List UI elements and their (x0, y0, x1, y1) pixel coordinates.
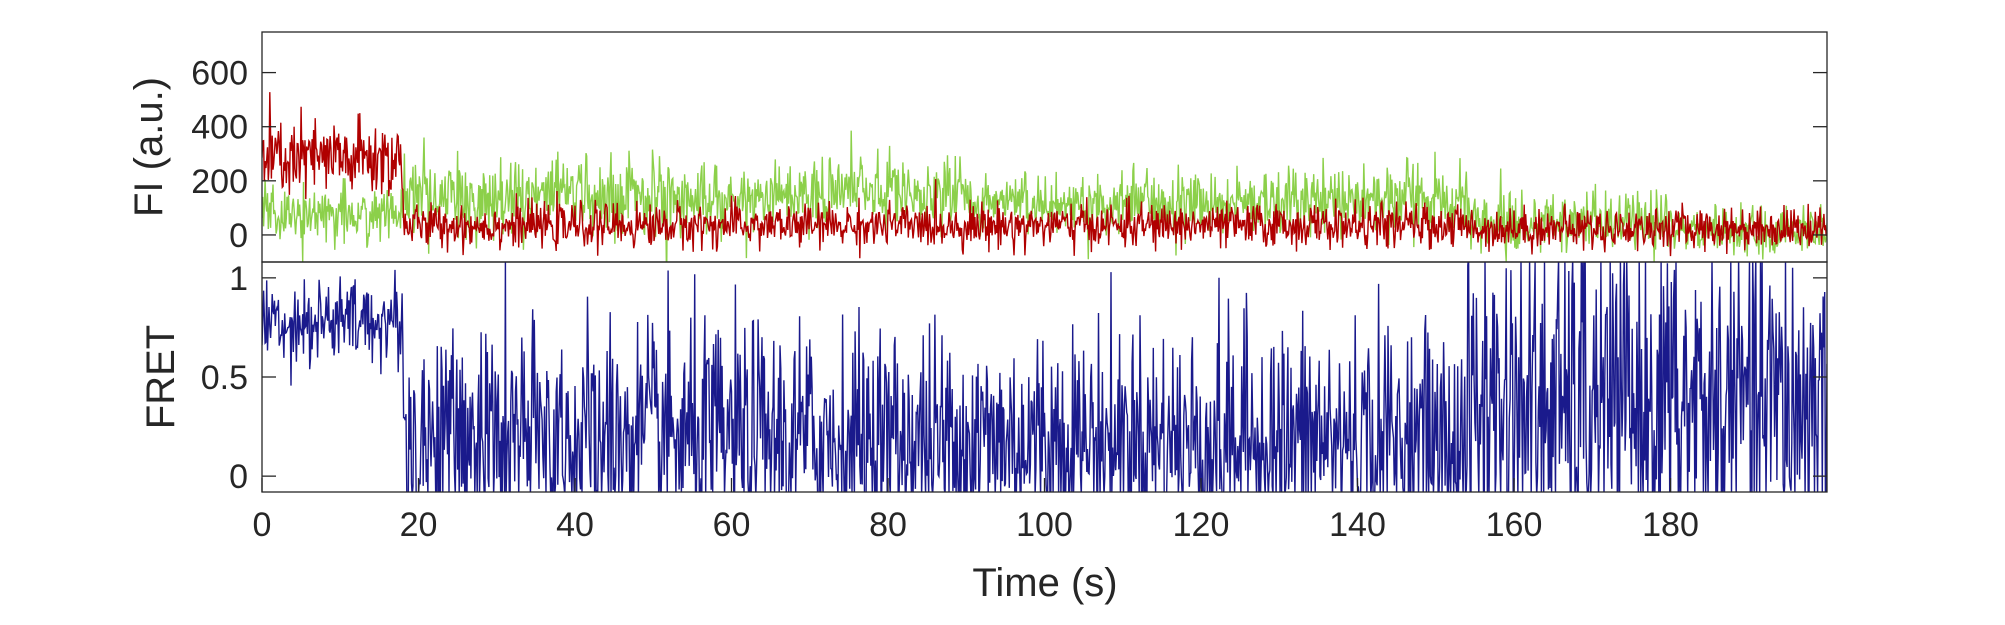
fluorescence-y-tick-label: 400 (191, 109, 248, 147)
fret-series-1-line (262, 262, 1827, 492)
fluorescence-y-tick-label: 600 (191, 55, 248, 93)
fret-y-ticks: 00.51 (201, 260, 1827, 496)
fret-traces (262, 262, 1827, 492)
fluorescence-y-axis-label: FI (a.u.) (127, 77, 171, 217)
time-x-tick-label: 40 (556, 506, 594, 544)
time-x-tick-label: 0 (253, 506, 272, 544)
fret-y-tick-label: 0 (229, 458, 248, 496)
time-x-tick-label: 180 (1642, 506, 1699, 544)
fluorescence-y-tick-label: 200 (191, 163, 248, 201)
fret-y-axis-label: FRET (139, 325, 183, 429)
time-x-tick-label: 80 (869, 506, 907, 544)
time-x-ticks: 0 20 40 60 80 100 120 140 160 180 (253, 478, 1699, 544)
fluorescence-series-2-line (262, 92, 1827, 259)
fluorescence-y-tick-label: 0 (229, 217, 248, 255)
time-x-tick-label: 100 (1016, 506, 1073, 544)
time-x-tick-label: 120 (1173, 506, 1230, 544)
fluorescence-y-ticks: 0 200 400 600 (191, 55, 1827, 255)
fret-y-tick-label: 1 (229, 260, 248, 298)
time-x-tick-label: 140 (1329, 506, 1386, 544)
time-x-tick-label: 160 (1486, 506, 1543, 544)
fluorescence-panel: 0 200 400 600 FI (a.u.) (127, 31, 1828, 263)
fluorescence-traces (262, 92, 1827, 262)
fret-y-tick-label: 0.5 (201, 359, 248, 397)
fluorescence-series-1-line (262, 130, 1827, 262)
fret-panel: 00.51 0 20 40 60 80 100 120 140 160 180 FRET Time… (139, 260, 1828, 605)
time-x-tick-label: 20 (400, 506, 438, 544)
time-x-tick-label: 60 (713, 506, 751, 544)
time-x-axis-label: Time (s) (972, 561, 1117, 605)
